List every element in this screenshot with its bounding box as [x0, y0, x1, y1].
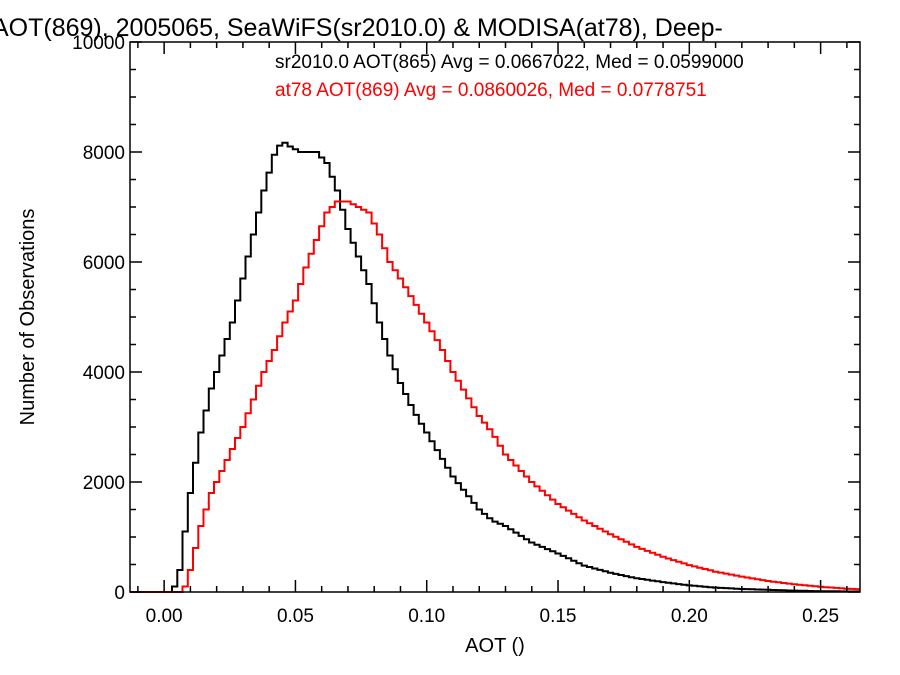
x-tick-label: 0.05 — [277, 606, 314, 627]
x-tick-label: 0.25 — [802, 606, 839, 627]
y-tick-label: 4000 — [83, 363, 125, 384]
y-tick-label: 2000 — [83, 473, 125, 494]
plot-frame — [129, 41, 861, 593]
x-tick-label: 0.00 — [146, 606, 183, 627]
chart-title: AOT(869), 2005065, SeaWiFS(sr2010.0) & M… — [0, 14, 723, 42]
y-tick-label: 8000 — [83, 143, 125, 164]
x-tick-label: 0.15 — [540, 606, 577, 627]
tick-layer: 0.00 0.05 0.10 0.15 0.20 0.25 0 2000 4000 6000 800… — [72, 33, 860, 627]
annotation-at78: at78 AOT(869) Avg = 0.0860026, Med = 0.0… — [275, 80, 707, 101]
x-tick-label: 0.10 — [408, 606, 445, 627]
histogram-series-0 — [130, 141, 860, 593]
x-tick-label: 0.20 — [671, 606, 708, 627]
histogram-series-1 — [130, 200, 860, 593]
y-axis-label: Number of Observations — [17, 209, 39, 426]
y-tick-label: 0 — [114, 583, 125, 604]
y-tick-label: 10000 — [72, 33, 125, 54]
annotation-sr2010: sr2010.0 AOT(865) Avg = 0.0667022, Med =… — [275, 52, 744, 73]
series-layer — [130, 141, 860, 593]
y-tick-label: 6000 — [83, 253, 125, 274]
x-axis-label: AOT () — [465, 635, 525, 657]
